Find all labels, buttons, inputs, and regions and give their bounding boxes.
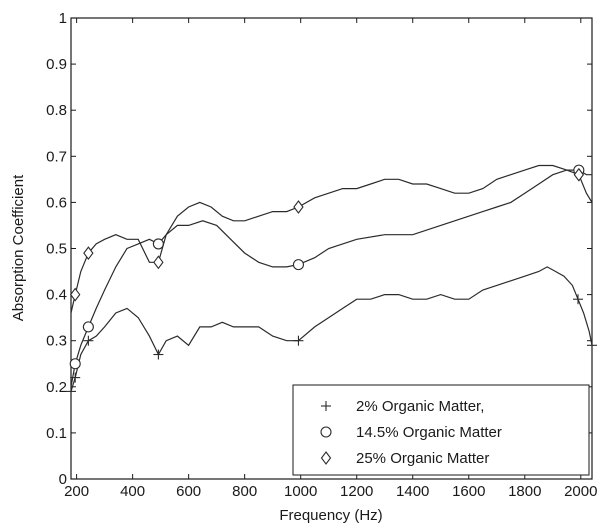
x-tick-label: 2000 — [564, 483, 597, 500]
series-circle — [70, 165, 592, 387]
data-point-plus — [573, 294, 583, 304]
legend-marker-circle — [321, 427, 331, 437]
x-tick-label: 1800 — [508, 483, 541, 500]
data-point-plus — [66, 386, 76, 396]
y-tick-label: 1 — [59, 10, 67, 27]
series-line — [71, 267, 592, 392]
data-point-plus — [153, 350, 163, 360]
y-tick-label: 0.6 — [46, 194, 67, 211]
x-tick-label: 400 — [120, 483, 145, 500]
data-point-circle — [153, 239, 163, 249]
y-tick-label: 0.9 — [46, 56, 67, 73]
y-tick-label: 0.7 — [46, 148, 67, 165]
data-point-plus — [587, 340, 597, 350]
data-point-circle — [293, 260, 303, 270]
data-point-plus — [83, 336, 93, 346]
x-axis-label: Frequency (Hz) — [279, 507, 382, 524]
y-tick-label: 0.3 — [46, 333, 67, 350]
legend-label: 14.5% Organic Matter — [356, 424, 502, 441]
y-tick-label: 0.2 — [46, 379, 67, 396]
data-point-diamond — [294, 201, 303, 213]
legend-label: 25% Organic Matter — [356, 450, 489, 467]
legend-label: 2% Organic Matter, — [356, 398, 484, 415]
x-tick-label: 1200 — [340, 483, 373, 500]
y-tick-label: 0.1 — [46, 425, 67, 442]
data-point-diamond — [154, 256, 163, 268]
series-plus — [66, 267, 597, 397]
y-axis-label: Absorption Coefficient — [10, 174, 27, 321]
x-tick-label: 200 — [64, 483, 89, 500]
x-tick-label: 1000 — [284, 483, 317, 500]
x-tick-label: 1400 — [396, 483, 429, 500]
data-point-diamond — [71, 289, 80, 301]
data-point-circle — [83, 322, 93, 332]
x-tick-label: 800 — [232, 483, 257, 500]
y-tick-label: 0.5 — [46, 241, 67, 258]
data-point-circle — [70, 359, 80, 369]
y-tick-label: 0.8 — [46, 102, 67, 119]
y-tick-label: 0.4 — [46, 287, 67, 304]
series-layer — [66, 165, 597, 396]
x-tick-label: 600 — [176, 483, 201, 500]
series-line — [71, 170, 592, 387]
legend: 2% Organic Matter, 14.5% Organic Matter 25… — [293, 385, 589, 475]
x-tick-label: 1600 — [452, 483, 485, 500]
